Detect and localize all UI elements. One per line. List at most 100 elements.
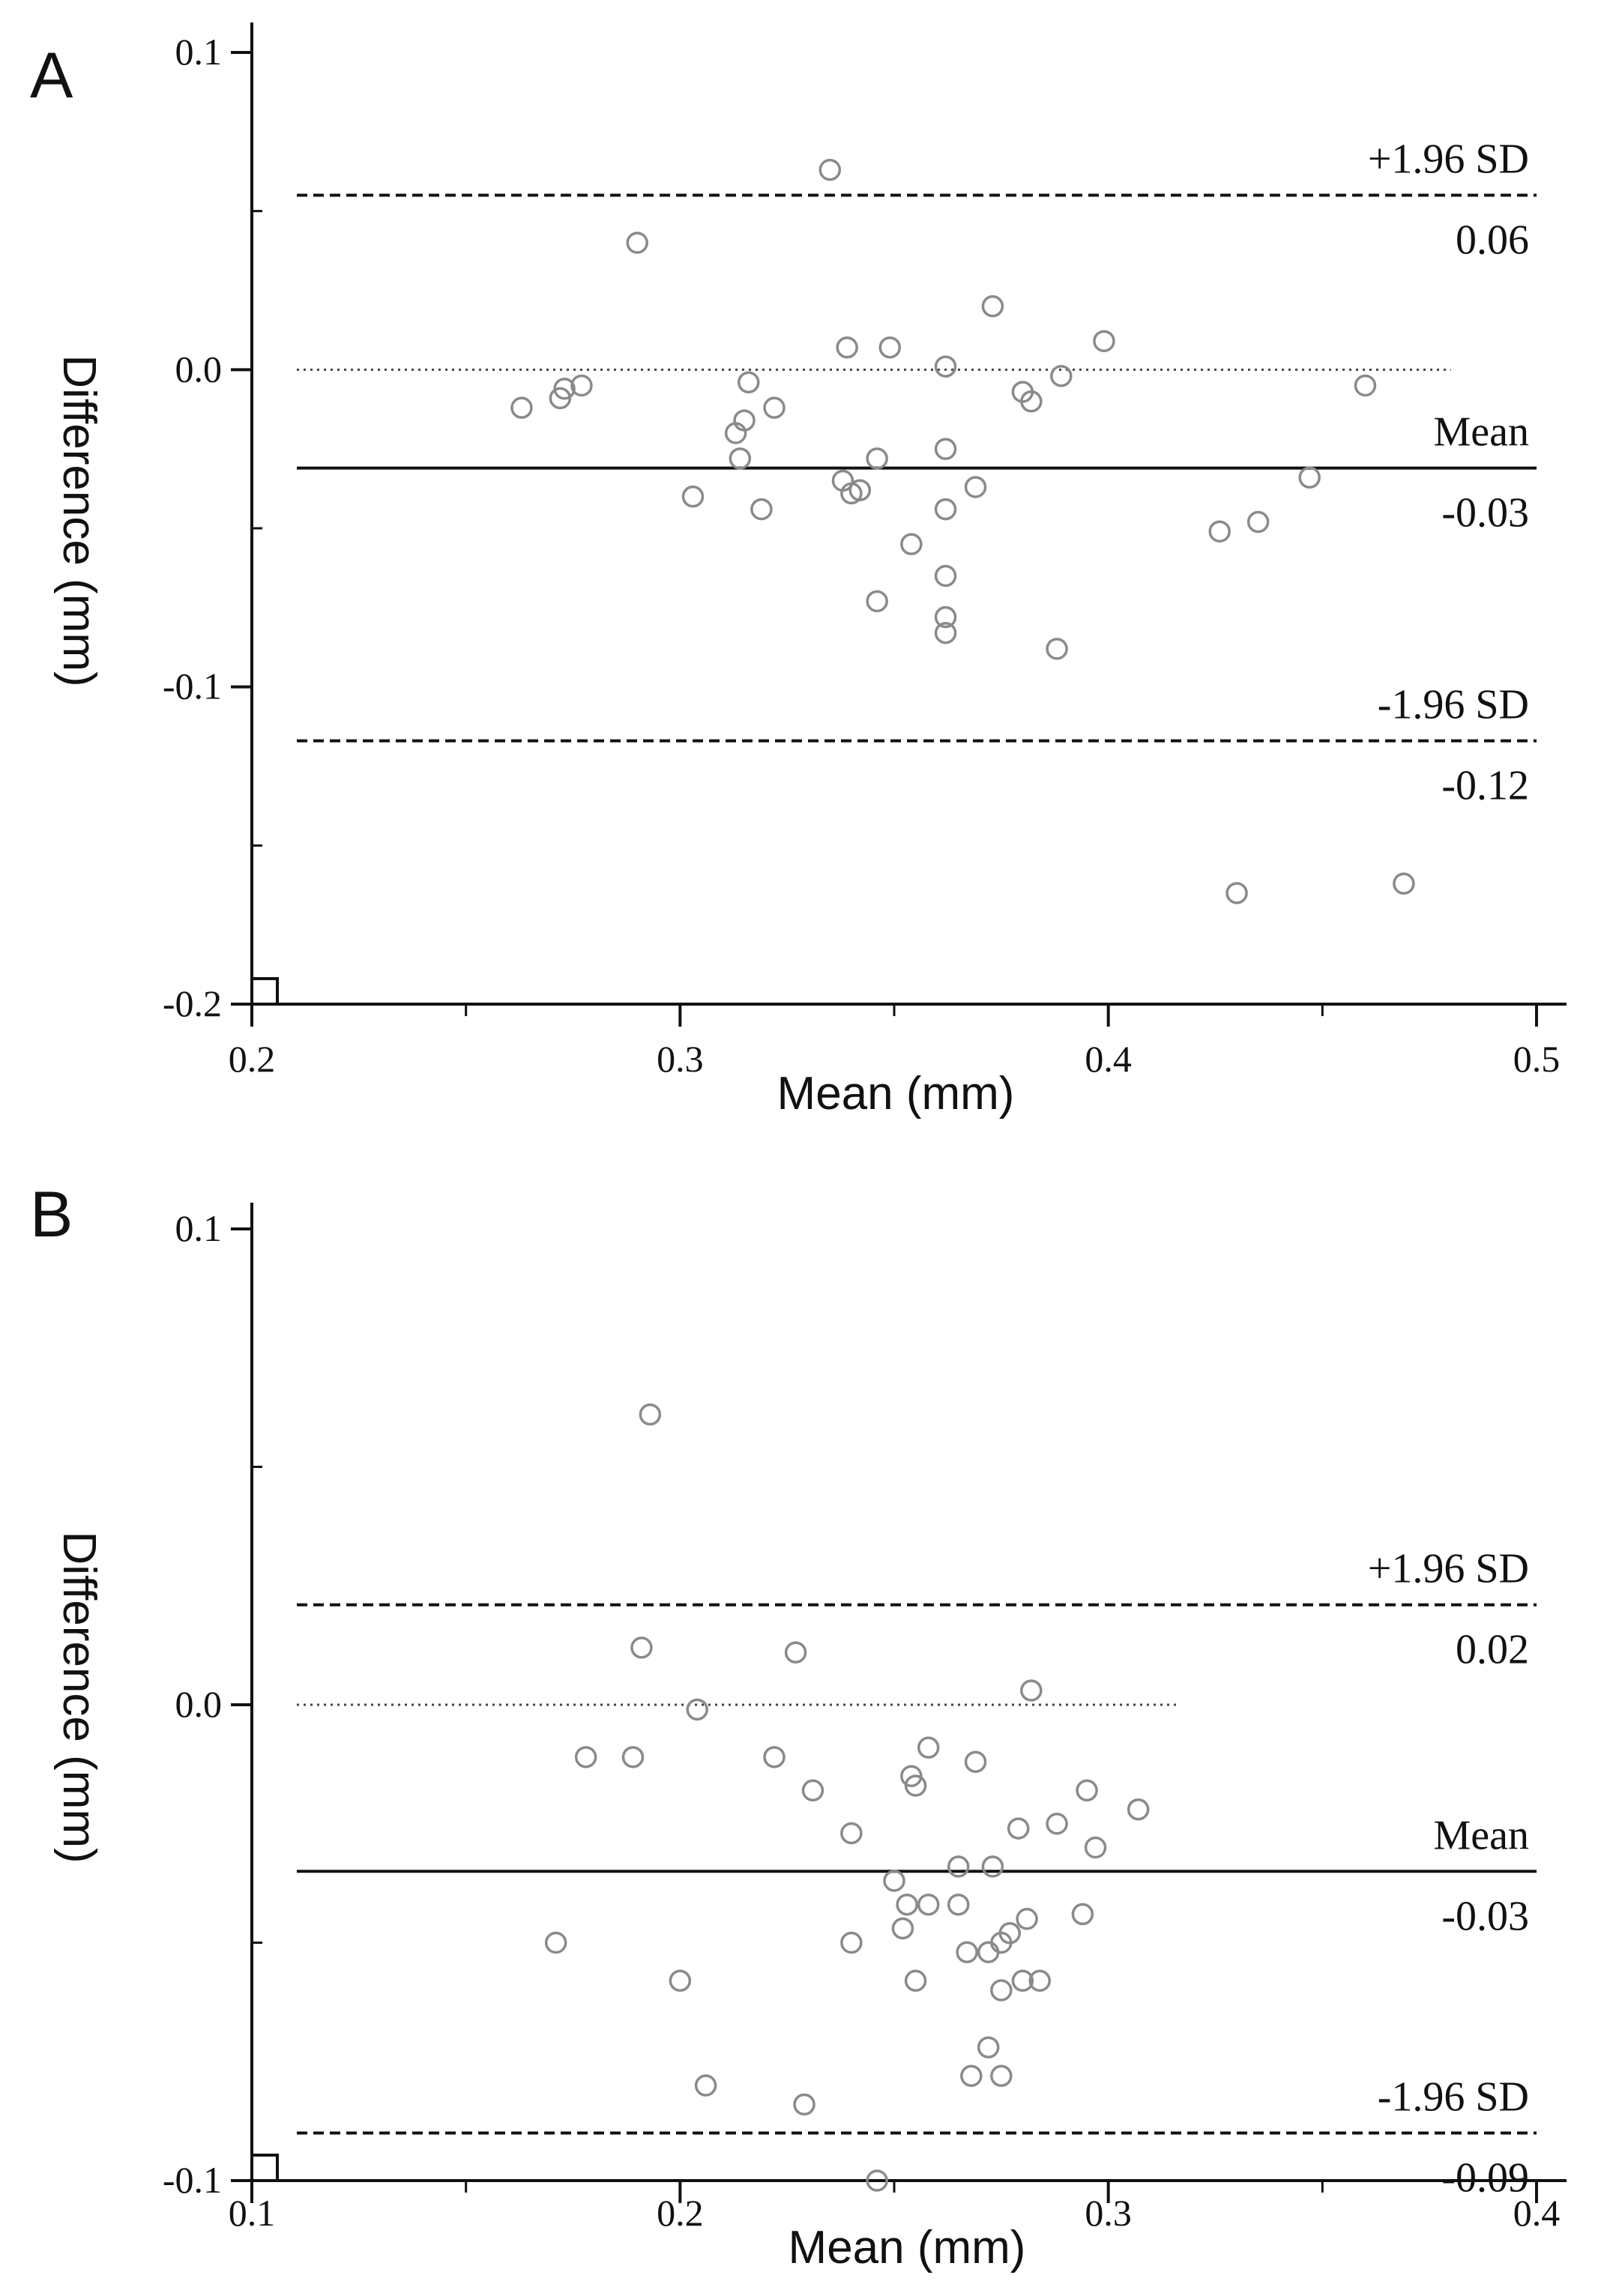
- data-point: [934, 564, 957, 587]
- data-point: [934, 621, 957, 644]
- data-point: [836, 336, 858, 359]
- data-point: [630, 1637, 653, 1659]
- data-point: [1208, 520, 1231, 543]
- data-point: [763, 1746, 786, 1768]
- data-point: [686, 1698, 708, 1721]
- data-point: [1071, 1903, 1094, 1926]
- y-tick-label: 0.0: [175, 348, 223, 390]
- x-tick-label: 0.4: [1513, 2192, 1561, 2234]
- data-point: [1050, 365, 1073, 387]
- panel-letter: B: [30, 1179, 73, 1251]
- data-point: [981, 1855, 1004, 1878]
- data-point: [1225, 882, 1248, 904]
- data-point: [737, 371, 760, 394]
- y-tick-label: -0.1: [163, 2159, 222, 2201]
- data-point: [866, 590, 888, 613]
- data-point: [904, 1774, 927, 1797]
- data-point: [917, 1736, 940, 1759]
- x-axis-title: Mean (mm): [789, 2222, 1026, 2274]
- data-point: [1084, 1836, 1107, 1859]
- ref-label-mean: Mean: [1433, 1812, 1529, 1858]
- data-point: [934, 355, 957, 378]
- data-point: [621, 1746, 645, 1768]
- panel-letter: A: [30, 40, 73, 112]
- data-point: [917, 1893, 940, 1916]
- y-tick-label: 0.1: [175, 31, 223, 73]
- data-point: [574, 1746, 597, 1768]
- ref-value-upper: 0.02: [1456, 1627, 1529, 1673]
- data-point: [801, 1779, 824, 1802]
- data-point: [866, 447, 888, 470]
- data-point: [998, 1922, 1022, 1945]
- ref-value-mean: -0.03: [1441, 1893, 1529, 1939]
- data-point: [1046, 1813, 1068, 1835]
- data-point: [544, 1931, 567, 1954]
- x-tick-label: 0.2: [229, 1038, 276, 1080]
- data-point: [934, 438, 957, 460]
- data-point: [681, 485, 705, 508]
- data-point: [669, 1969, 692, 1993]
- ref-label-upper: +1.96 SD: [1368, 1546, 1529, 1592]
- data-point: [1046, 638, 1068, 660]
- data-point: [1007, 1817, 1030, 1840]
- origin-bracket: [252, 2154, 279, 2181]
- data-point: [990, 2064, 1013, 2088]
- y-tick-label: 0.0: [175, 1683, 223, 1725]
- ref-label-mean: Mean: [1433, 409, 1529, 456]
- ref-value-upper: 0.06: [1456, 217, 1529, 264]
- ref-value-lower: -0.12: [1441, 763, 1529, 809]
- data-point: [818, 158, 842, 181]
- y-tick-label: 0.1: [175, 1207, 223, 1249]
- origin-bracket: [252, 977, 279, 1004]
- data-point: [1298, 466, 1321, 489]
- y-axis-title: Difference (mm): [53, 1531, 105, 1863]
- data-point: [1093, 330, 1115, 352]
- data-point: [570, 374, 593, 397]
- data-point: [724, 422, 747, 444]
- data-point: [981, 294, 1004, 318]
- y-tick-label: -0.1: [163, 665, 222, 707]
- data-point: [934, 605, 957, 629]
- data-point: [848, 479, 872, 501]
- data-point: [947, 1855, 970, 1878]
- data-point: [960, 2064, 983, 2088]
- data-point: [763, 396, 786, 419]
- data-point: [1020, 1679, 1043, 1702]
- x-tick-label: 0.2: [657, 2192, 704, 2234]
- panel-a: A 0.1 0.0 -0.1 -0.20.2 0.3 0.4 0.5 Mean (mm) Diff…: [30, 22, 1567, 1120]
- ref-label-upper: +1.96 SD: [1368, 136, 1529, 183]
- data-point: [896, 1893, 918, 1916]
- data-point: [964, 1750, 987, 1773]
- data-point: [840, 1931, 863, 1954]
- data-point: [990, 1979, 1013, 2002]
- data-point: [840, 1822, 863, 1845]
- data-point: [956, 1941, 978, 1963]
- data-point: [626, 232, 648, 254]
- data-point: [793, 2093, 815, 2116]
- x-tick-label: 0.5: [1513, 1038, 1561, 1080]
- data-point: [977, 2036, 1000, 2058]
- x-tick-label: 0.1: [229, 2192, 276, 2234]
- data-point: [866, 2169, 888, 2192]
- x-axis-title: Mean (mm): [777, 1068, 1015, 1120]
- data-point: [1127, 1798, 1150, 1821]
- ref-value-lower: -0.09: [1441, 2155, 1529, 2202]
- data-point: [1016, 1908, 1038, 1930]
- data-point: [729, 447, 752, 470]
- data-point: [784, 1641, 807, 1664]
- data-point: [694, 2074, 717, 2097]
- data-point: [878, 336, 902, 359]
- ref-label-lower: -1.96 SD: [1378, 2074, 1529, 2121]
- data-point: [639, 1403, 662, 1426]
- data-point: [1246, 510, 1270, 534]
- data-point: [900, 533, 923, 555]
- data-point: [1393, 872, 1415, 895]
- data-point: [891, 1917, 914, 1940]
- data-point: [964, 476, 987, 498]
- ref-value-mean: -0.03: [1441, 490, 1529, 537]
- data-point: [947, 1893, 970, 1916]
- ref-label-lower: -1.96 SD: [1378, 682, 1529, 728]
